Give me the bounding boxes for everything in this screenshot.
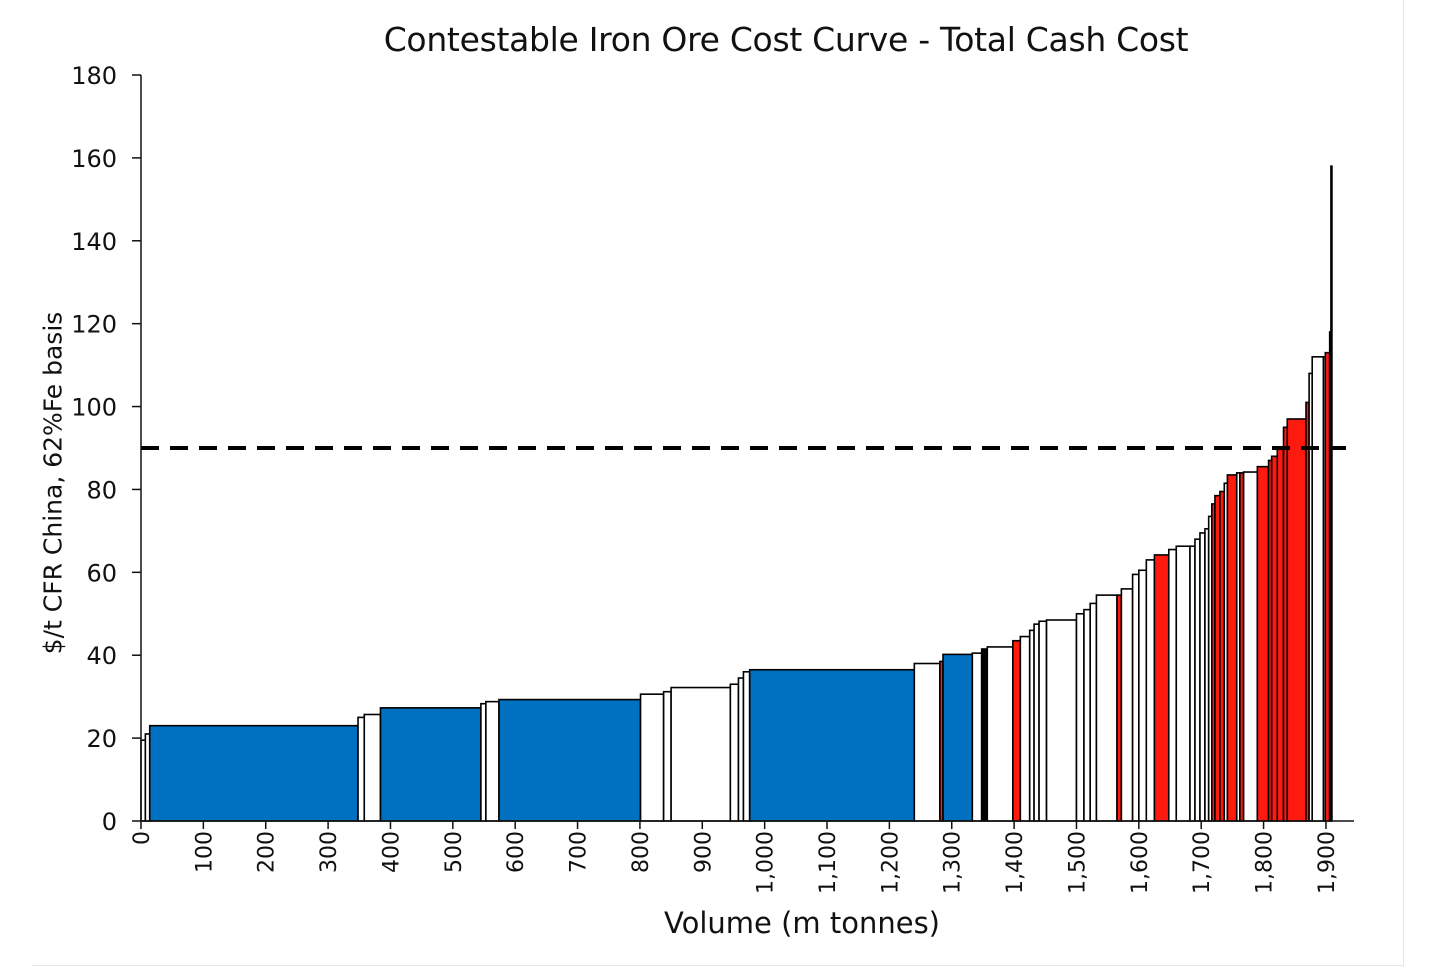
cost-block-23: [1019, 635, 1031, 822]
y-tick-label-100: 100: [71, 394, 117, 422]
cost-block-15: [748, 668, 916, 822]
cost-block-65: [1330, 165, 1333, 822]
x-tick-label-1500: 1,500: [1065, 831, 1090, 894]
cost-block-39: [1175, 545, 1191, 822]
cost-block-36: [1145, 559, 1156, 822]
cost-block-16: [913, 662, 941, 822]
cost-block-30: [1089, 602, 1098, 822]
cost-block-61: [1311, 356, 1325, 822]
y-tick-label-20: 20: [86, 725, 117, 753]
cost-block-26: [1038, 620, 1048, 822]
x-tick-label-1200: 1,200: [878, 831, 903, 894]
cost-block-29: [1083, 608, 1091, 822]
cost-block-12: [729, 683, 740, 822]
cost-block-21: [986, 646, 1014, 822]
x-tick-label-1700: 1,700: [1190, 831, 1215, 894]
cost-block-9: [639, 693, 665, 822]
x-tick-label-100: 100: [192, 831, 217, 873]
cost-block-31: [1095, 594, 1118, 822]
y-ticks: 0 20 40 60 80 100 120 140 160 180: [71, 62, 141, 836]
cost-block-19: [971, 652, 983, 822]
x-tick-label-1000: 1,000: [754, 831, 779, 894]
cost-block-33: [1120, 588, 1134, 822]
x-tick-label-500: 500: [442, 831, 467, 873]
cost-blocks: [140, 165, 1333, 822]
cost-block-2: [148, 724, 359, 822]
x-tick-label-1800: 1,800: [1253, 831, 1278, 894]
cost-block-4: [363, 713, 382, 822]
x-ticks: 0 100 200 300 400 500 600 700 800 900 1,000 1,100 1,…: [130, 821, 1340, 894]
x-tick-label-200: 200: [255, 831, 280, 873]
x-tick-label-0: 0: [130, 831, 155, 845]
cost-block-10: [662, 690, 672, 822]
chart-title: Contestable Iron Ore Cost Curve - Total …: [383, 20, 1189, 59]
frame-right-edge: [1403, 0, 1404, 966]
cost-block-56: [1276, 447, 1285, 822]
y-tick-label-80: 80: [86, 476, 117, 504]
x-tick-label-1400: 1,400: [1003, 831, 1028, 894]
cost-block-55: [1270, 455, 1279, 822]
cost-block-49: [1226, 474, 1238, 822]
y-tick-label-140: 140: [71, 228, 117, 256]
cost-block-20: [980, 648, 989, 822]
x-tick-label-800: 800: [629, 831, 654, 873]
cost-block-18: [942, 653, 974, 822]
cost-block-27: [1045, 619, 1078, 822]
y-tick-label-40: 40: [86, 642, 117, 670]
y-tick-label-0: 0: [102, 808, 117, 836]
cost-block-7: [485, 700, 500, 822]
cost-block-11: [670, 686, 732, 822]
axes: [140, 75, 1354, 822]
cost-block-8: [498, 698, 642, 822]
x-axis-label: Volume (m tonnes): [664, 906, 940, 940]
cost-block-5: [379, 707, 482, 822]
cost-block-28: [1075, 612, 1085, 822]
x-tick-label-700: 700: [567, 831, 592, 873]
frame-bottom-edge: [32, 965, 1404, 966]
y-tick-label-60: 60: [86, 559, 117, 587]
cost-block-52: [1242, 471, 1259, 822]
x-tick-label-300: 300: [317, 831, 342, 873]
x-tick-label-1100: 1,100: [816, 831, 841, 894]
x-tick-label-900: 900: [691, 831, 716, 873]
y-tick-label-180: 180: [71, 62, 117, 90]
x-tick-label-400: 400: [379, 831, 404, 873]
x-tick-label-600: 600: [504, 831, 529, 873]
cost-block-58: [1286, 418, 1307, 822]
cost-block-37: [1153, 554, 1170, 822]
cost-block-34: [1131, 573, 1140, 822]
cost-block-53: [1256, 465, 1270, 822]
cost-block-35: [1138, 569, 1148, 822]
cost-block-14: [742, 670, 751, 822]
cost-block-3: [357, 716, 366, 822]
x-tick-label-1300: 1,300: [941, 831, 966, 894]
x-tick-label-1600: 1,600: [1128, 831, 1153, 894]
y-tick-label-120: 120: [71, 311, 117, 339]
cost-block-38: [1167, 548, 1178, 822]
y-tick-label-160: 160: [71, 145, 117, 173]
x-tick-label-1900: 1,900: [1315, 831, 1340, 894]
cost-block-22: [1012, 639, 1022, 822]
